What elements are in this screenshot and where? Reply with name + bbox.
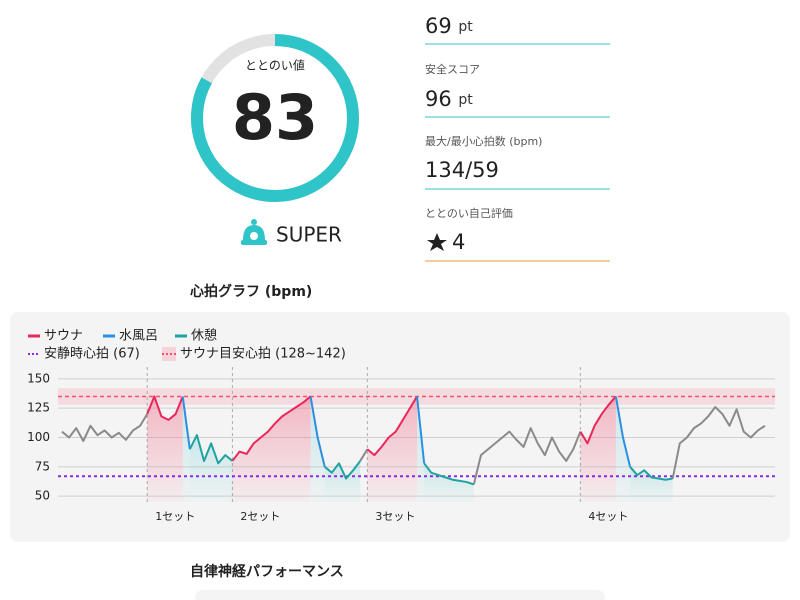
metric-value: 69 — [425, 14, 452, 38]
legend-label: サウナ目安心拍 (128~142) — [180, 347, 346, 362]
section-title: 自律神経パフォーマンス — [190, 563, 344, 580]
metric-label: 最大/最小心拍数 (bpm) — [425, 134, 542, 148]
legend-label: 休憩 — [191, 328, 217, 344]
y-tick-label: 125 — [27, 401, 50, 415]
metric-label: 安全スコア — [425, 62, 480, 76]
section-title: 心拍グラフ (bpm) — [190, 283, 312, 300]
legend-label: サウナ — [44, 329, 83, 344]
metric-unit: pt — [458, 19, 473, 35]
heart-rate-line — [61, 406, 766, 485]
area — [367, 396, 418, 502]
heart-rate-line — [188, 434, 673, 486]
star-icon — [427, 233, 447, 251]
legend-swatch — [162, 347, 176, 361]
y-tick-label: 100 — [27, 430, 50, 444]
area — [580, 396, 616, 502]
area — [189, 435, 233, 502]
card — [195, 590, 605, 600]
metric-value: 96 pt — [425, 87, 473, 111]
metric-value: 134/59 — [425, 158, 499, 182]
y-tick-label: 150 — [27, 371, 50, 385]
area — [424, 463, 474, 502]
set-label: 4セット — [588, 510, 628, 523]
y-tick-label: 75 — [35, 459, 50, 473]
rank-icon — [241, 219, 267, 245]
score-label: ととのい値 — [245, 58, 305, 73]
metric-value: 69 pt — [425, 14, 473, 38]
legend-label: 安静時心拍 (67) — [44, 347, 140, 362]
legend-label: 水風呂 — [119, 329, 158, 344]
heart-rate-line — [181, 396, 632, 468]
metric-label: ととのい自己評価 — [425, 206, 513, 220]
metric-value: 4 — [452, 230, 465, 254]
score-value: 83 — [232, 81, 318, 154]
set-label: 3セット — [375, 510, 415, 523]
set-label: 2セット — [240, 510, 280, 523]
plot: 50 75 100 125 150 1セット 2セット 3セット 4セット サウナ 水風呂 休憩安静時… — [27, 328, 775, 523]
gauge-arc — [191, 34, 359, 202]
rank: SUPER — [276, 223, 342, 247]
metric-unit: pt — [458, 92, 473, 108]
set-label: 1セット — [155, 510, 195, 523]
heart-rate-line — [146, 395, 617, 462]
metric-value: 96 — [425, 87, 452, 111]
y-tick-label: 50 — [35, 489, 50, 503]
